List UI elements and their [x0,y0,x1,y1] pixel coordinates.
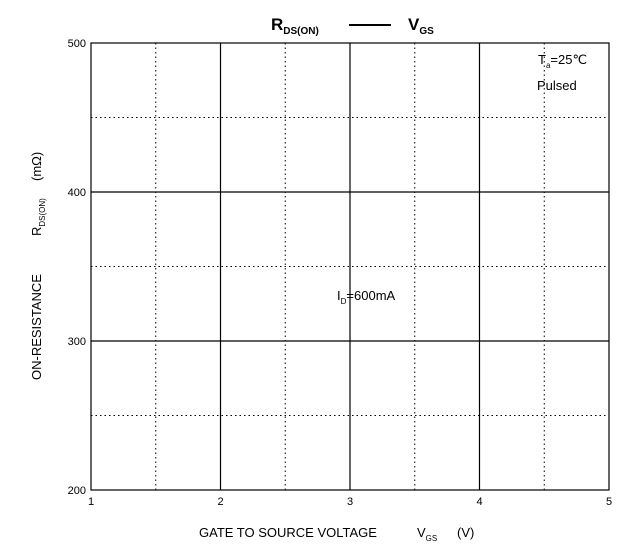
y-tick-label: 200 [68,485,86,497]
x-tick-label: 3 [347,496,353,508]
condition-temperature-rest: =25℃ [550,52,587,67]
x-axis-label-unit: (V) [457,525,474,540]
chart-title-right-main: V [408,15,420,34]
condition-temperature-sub: a [546,61,551,70]
x-tick-label: 4 [476,496,482,508]
y-tick-label: 400 [68,187,86,199]
x-tick-label: 5 [606,496,612,508]
y-axis-label-symbol-sub: DS(ON) [38,198,47,227]
y-axis-label-symbol-main: R [29,227,44,236]
series-label-id-sub: D [341,297,347,306]
chart-title-left: RDS(ON) [271,15,319,37]
x-axis-label-symbol: VGS [417,525,437,543]
y-axis-label-unit: (mΩ) [29,152,44,181]
minor-grid [91,43,609,490]
y-tick-label: 300 [68,336,86,348]
plot-frame [90,42,610,491]
major-grid [91,43,609,490]
y-axis-label-symbol: RDS(ON) [29,198,47,236]
series-label-id-rest: =600mA [346,288,395,303]
y-axis-label: ON-RESISTANCE RDS(ON) (mΩ) [29,152,47,380]
x-axis-label-symbol-sub: GS [426,534,438,543]
x-axis-label-symbol-main: V [417,525,426,540]
x-tick-label: 2 [217,496,223,508]
chart-title-right: VGS [408,15,434,37]
x-axis-label-main: GATE TO SOURCE VOLTAGE [199,525,377,540]
x-tick-labels: 1 2 3 4 5 [88,496,612,508]
series-label-id-main: I [337,288,341,303]
series-label-id: ID=600mA [337,288,396,306]
condition-temperature-main: T [538,52,546,67]
y-tick-label: 500 [68,38,86,50]
chart-title-right-sub: GS [419,26,434,37]
chart-title-left-main: R [271,15,283,34]
x-tick-label: 1 [88,496,94,508]
y-axis-label-main: ON-RESISTANCE [29,274,44,380]
condition-temperature: Ta=25℃ [538,52,587,70]
y-tick-labels: 200 300 400 500 [68,38,86,497]
chart-title-left-sub: DS(ON) [283,26,319,37]
condition-pulsed: Pulsed [537,78,577,93]
